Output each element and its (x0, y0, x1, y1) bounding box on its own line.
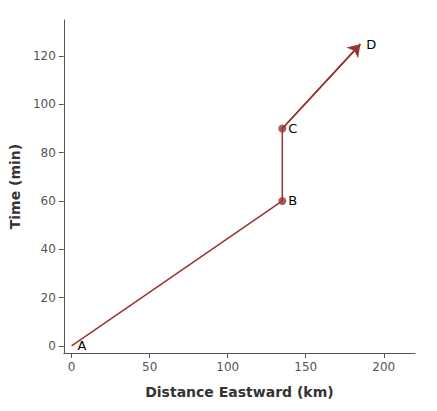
svg-text:50: 50 (142, 360, 157, 374)
svg-text:200: 200 (372, 360, 395, 374)
svg-text:80: 80 (41, 146, 56, 160)
svg-text:120: 120 (33, 49, 56, 63)
svg-text:60: 60 (41, 194, 56, 208)
svg-text:B: B (288, 193, 297, 208)
svg-text:Distance Eastward (km): Distance Eastward (km) (145, 384, 333, 400)
svg-text:0: 0 (68, 360, 76, 374)
svg-text:150: 150 (294, 360, 317, 374)
svg-text:20: 20 (41, 291, 56, 305)
svg-text:D: D (366, 37, 376, 52)
svg-text:0: 0 (48, 339, 56, 353)
svg-text:A: A (78, 338, 87, 353)
svg-text:40: 40 (41, 242, 56, 256)
svg-text:C: C (288, 121, 297, 136)
svg-text:Time (min): Time (min) (7, 144, 23, 229)
svg-text:100: 100 (216, 360, 239, 374)
svg-text:100: 100 (33, 97, 56, 111)
